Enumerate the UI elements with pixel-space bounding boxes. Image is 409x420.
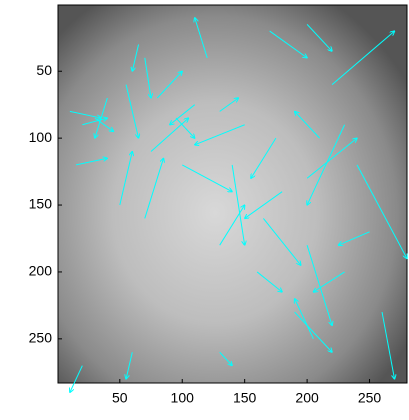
x-tick-label: 50 (112, 390, 128, 406)
y-tick-label: 100 (29, 129, 53, 145)
y-tick-label: 150 (29, 196, 53, 212)
x-tick-label: 250 (358, 390, 382, 406)
y-tick-label: 50 (36, 62, 52, 78)
x-tick-label: 100 (171, 390, 195, 406)
y-tick-label: 250 (29, 330, 53, 346)
chart: 50 100 150 200 250 50 100 150 200 250 (0, 0, 409, 415)
image-area (58, 5, 407, 383)
page: {"chart_data": {"type": "quiver", "color… (0, 0, 409, 415)
y-tick-label: 200 (29, 263, 53, 279)
x-tick-label: 150 (233, 390, 257, 406)
x-tick-label: 200 (295, 390, 319, 406)
